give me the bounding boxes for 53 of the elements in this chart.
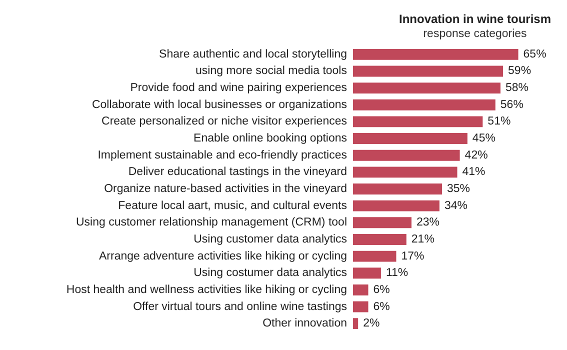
y-tick-label: Enable online booking options bbox=[194, 132, 348, 145]
chart-title: Innovation in wine tourism bbox=[398, 12, 552, 26]
y-tick-label: Deliver educational tastings in the vineyard bbox=[128, 166, 347, 178]
y-tick-label: Provide food and wine pairing experiences bbox=[130, 82, 348, 94]
bar bbox=[353, 66, 504, 77]
bar bbox=[353, 82, 500, 94]
data-label: 45% bbox=[472, 132, 496, 145]
y-tick-label: Implement sustainable and eco-friendly practices bbox=[98, 149, 348, 162]
bar bbox=[353, 250, 396, 262]
bar bbox=[353, 184, 442, 194]
data-label: 34% bbox=[444, 200, 468, 212]
bar bbox=[353, 133, 468, 144]
data-label: 21% bbox=[411, 233, 434, 246]
y-tick-label: Using customer relationship management (CRM) tool bbox=[76, 216, 347, 229]
data-label: 17% bbox=[401, 250, 424, 262]
y-tick-label: using more social media tools bbox=[196, 65, 348, 78]
data-label: 58% bbox=[505, 82, 529, 94]
data-label: 6% bbox=[373, 300, 390, 313]
y-tick-label: Other innovation bbox=[262, 318, 347, 330]
y-tick-label: Share authentic and local storytelling bbox=[159, 48, 347, 60]
bar bbox=[353, 318, 358, 330]
y-tick-label: Create personalized or niche visitor experiences bbox=[102, 116, 348, 128]
bar bbox=[353, 217, 412, 228]
data-label: 59% bbox=[508, 65, 532, 78]
bar bbox=[353, 116, 483, 128]
y-tick-label: Feature local aart, music, and cultural events bbox=[118, 200, 348, 212]
bar bbox=[353, 234, 406, 245]
y-tick-label: Organize nature-based activities in the vineyard bbox=[104, 183, 347, 195]
bar bbox=[353, 48, 518, 60]
data-label: 35% bbox=[447, 183, 470, 195]
bar bbox=[353, 150, 460, 161]
data-label: 6% bbox=[373, 284, 390, 296]
y-tick-label: Offer virtual tours and online wine tastings bbox=[133, 300, 348, 313]
data-label: 41% bbox=[462, 166, 486, 178]
y-tick-label: Using costumer data analytics bbox=[194, 267, 348, 280]
bar bbox=[353, 284, 368, 296]
y-tick-label: Collaborate with local businesses or organizations bbox=[92, 98, 348, 111]
data-label: 42% bbox=[464, 149, 488, 162]
data-label: 51% bbox=[488, 116, 511, 128]
data-label: 23% bbox=[416, 216, 440, 229]
bar bbox=[353, 301, 368, 312]
y-tick-label: Arrange adventure activities like hiking or cycling bbox=[98, 250, 347, 262]
y-tick-label: Host health and wellness activities like hiking or cycling bbox=[66, 284, 347, 296]
chart-subtitle: response categories bbox=[423, 28, 528, 40]
data-label: 11% bbox=[386, 267, 408, 280]
data-label: 65% bbox=[523, 48, 546, 60]
data-label: 56% bbox=[500, 98, 524, 111]
bar bbox=[353, 99, 496, 110]
bar bbox=[353, 200, 440, 212]
bar bbox=[353, 166, 458, 178]
data-label: 2% bbox=[363, 318, 380, 330]
bar bbox=[353, 268, 381, 279]
y-tick-label: Using customer data analytics bbox=[194, 233, 348, 246]
